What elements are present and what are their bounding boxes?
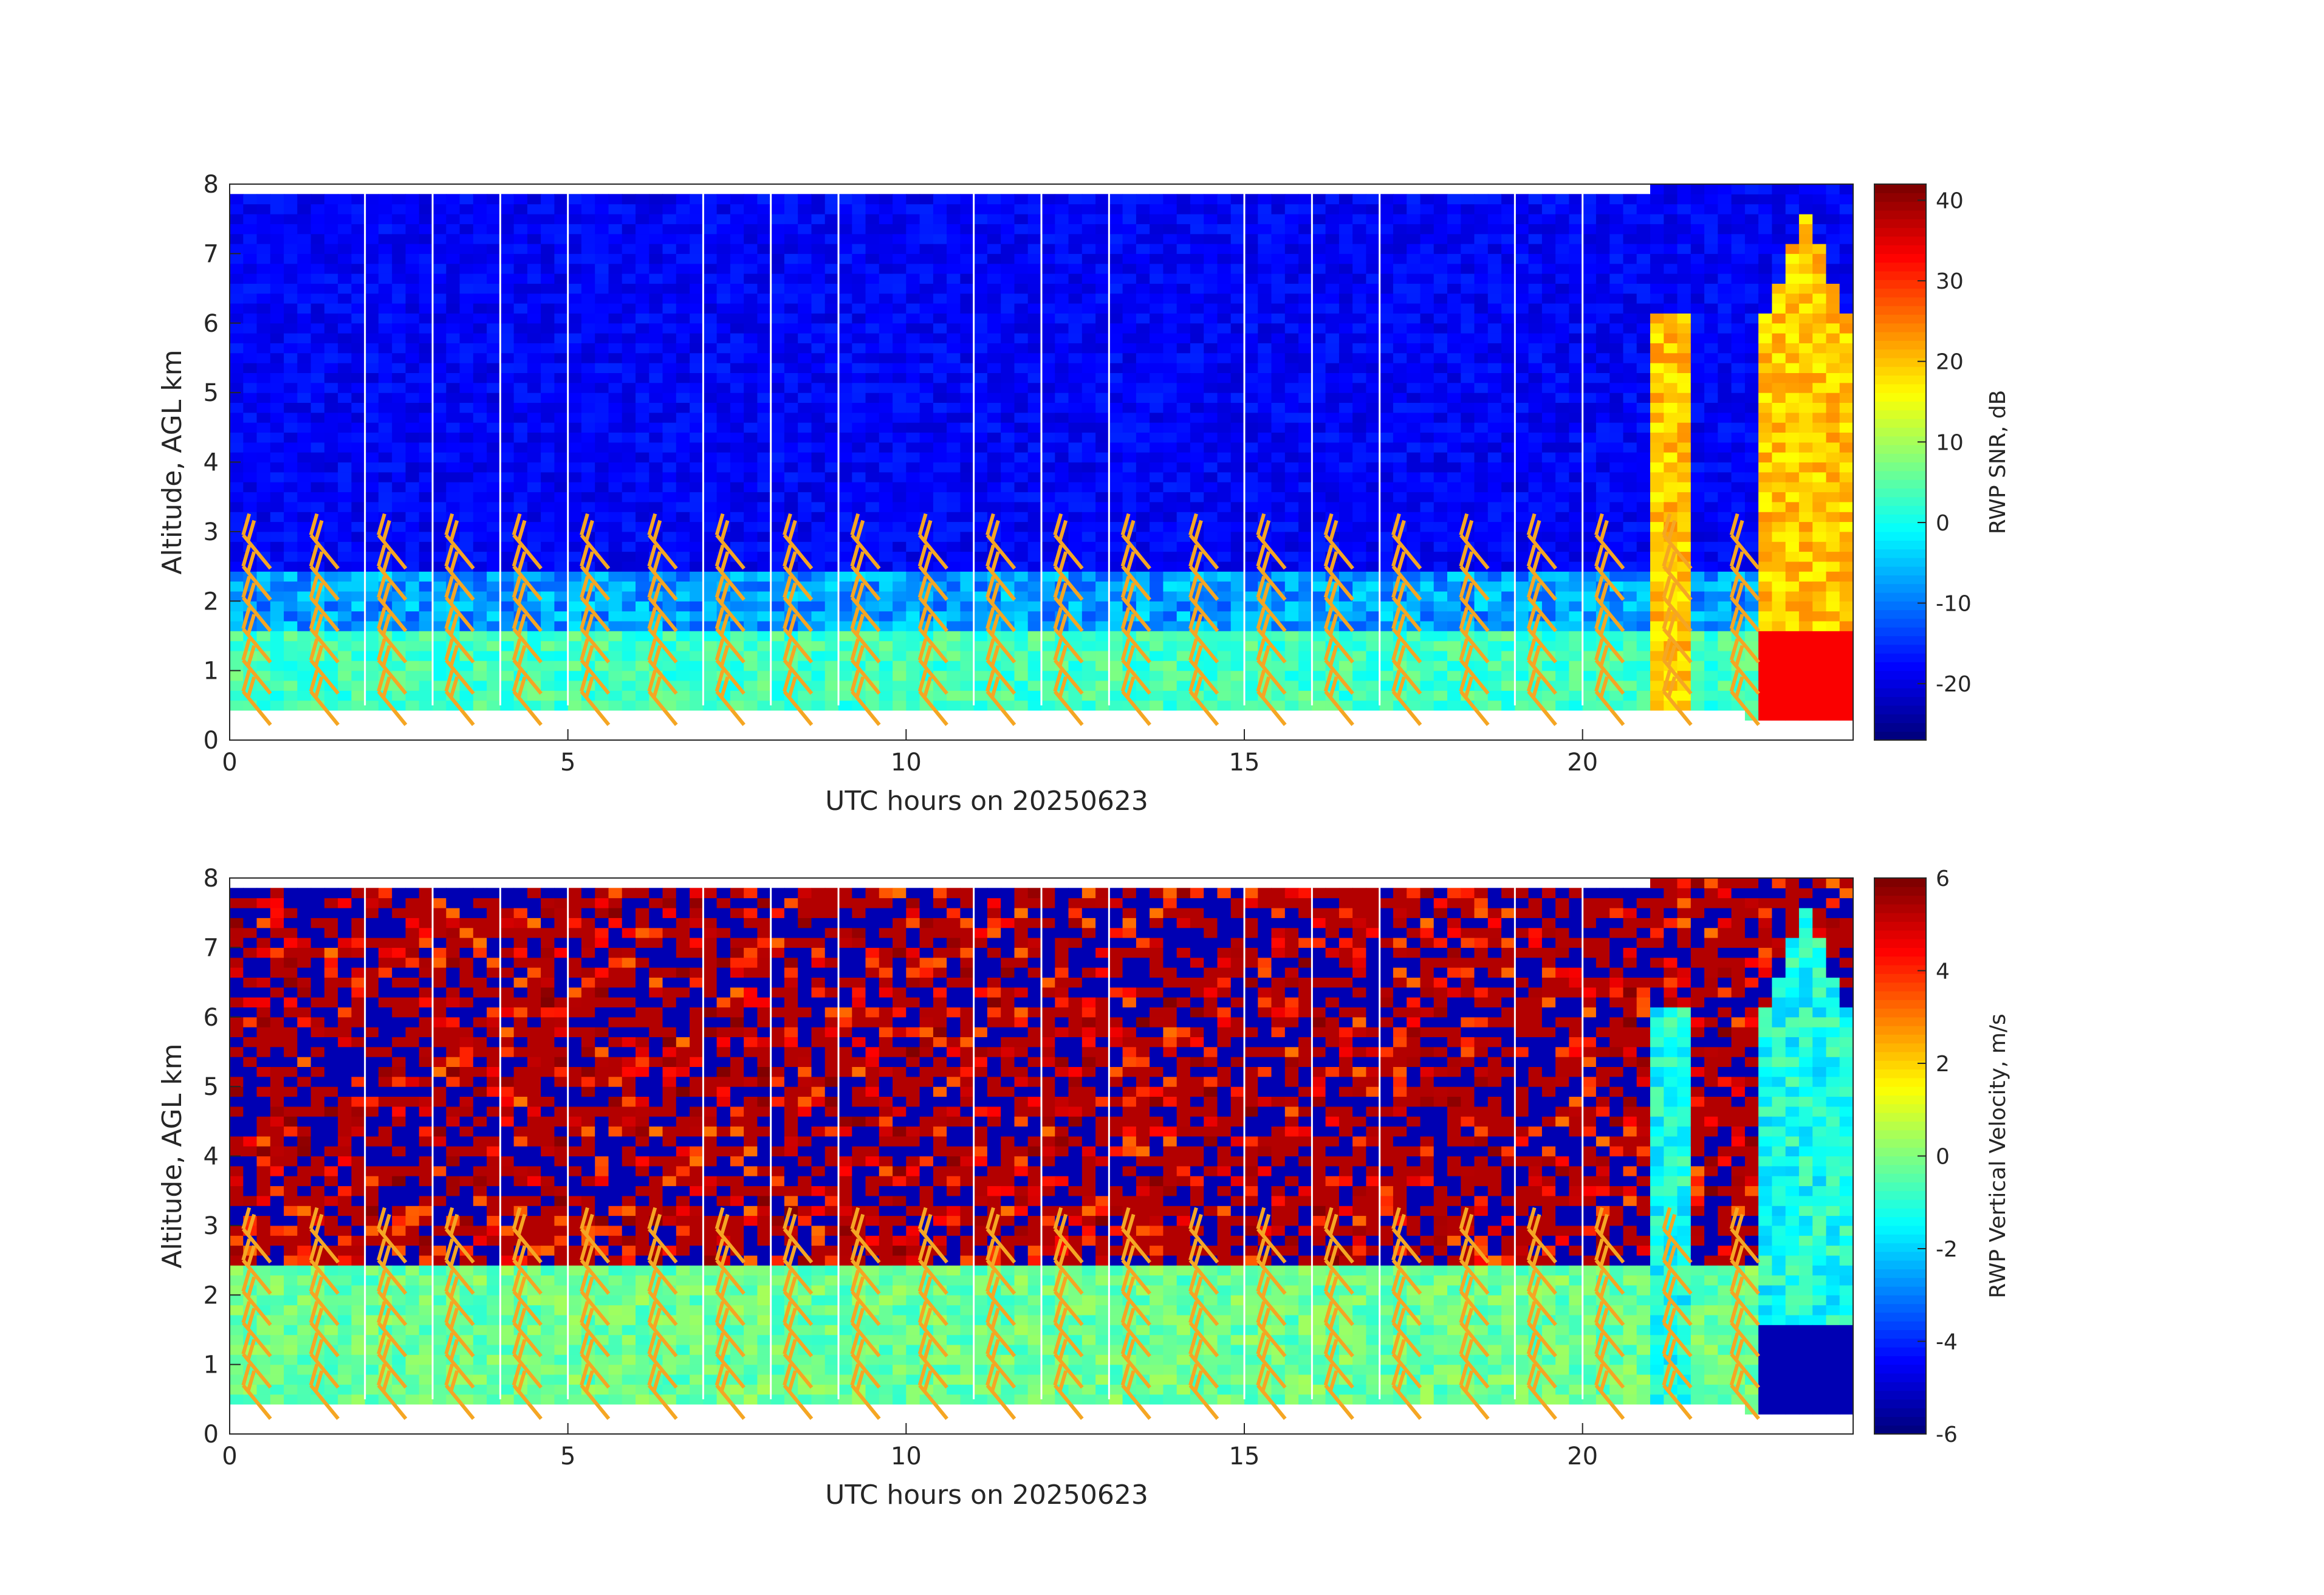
y-axis-title: Altitude, AGL km [157, 349, 188, 574]
wind-barb [1323, 1207, 1354, 1420]
wind-barb [1594, 1207, 1625, 1420]
wind-barb [985, 513, 1016, 726]
wind-barb [647, 1207, 678, 1420]
colorbar-tick-label: 10 [1936, 430, 1964, 455]
x-tick-label: 10 [891, 749, 922, 777]
wind-barb [1729, 1207, 1760, 1420]
wind-barb [309, 1207, 340, 1420]
wind-barb [1323, 513, 1354, 726]
wind-barb [917, 513, 948, 726]
x-tick-label: 20 [1567, 749, 1598, 777]
y-tick-label: 8 [204, 865, 219, 893]
wind-barb [1188, 513, 1219, 726]
wind-barb [1256, 513, 1287, 726]
snr-panel: 0 5 10 15 20 0 1 2 3 4 5 6 7 8 UTC hours on 20250623 Al… [157, 171, 2010, 817]
y-tick-label: 6 [204, 310, 219, 338]
colorbar-tick-label: -6 [1936, 1422, 1958, 1447]
wind-barb [1662, 513, 1693, 726]
colorbar: -6 -4 -2 0 2 4 6 RWP Vertical Velocity, m/s [1874, 866, 2010, 1447]
wind-barb [444, 1207, 475, 1420]
wind-barb [512, 1207, 543, 1420]
wind-barb [309, 513, 340, 726]
wind-barb [1662, 1207, 1693, 1420]
colorbar-frame [1874, 184, 1927, 741]
colorbar-title: RWP Vertical Velocity, m/s [1986, 1014, 2010, 1298]
y-tick-label: 6 [204, 1004, 219, 1032]
wind-barb [1459, 513, 1490, 726]
wind-barb [1459, 1207, 1490, 1420]
wind-barb [377, 513, 408, 726]
wind-barb [512, 513, 543, 726]
wind-barb [241, 513, 272, 726]
y-tick-label: 4 [204, 449, 219, 477]
x-axis-title: UTC hours on 20250623 [825, 1480, 1148, 1511]
wind-barb [1053, 1207, 1084, 1420]
wind-barb [985, 1207, 1016, 1420]
colorbar-tick-label: 0 [1936, 511, 1950, 536]
wind-barb [1120, 513, 1151, 726]
wind-barb [647, 513, 678, 726]
y-tick-label: 5 [204, 1073, 219, 1101]
wind-barb [241, 1207, 272, 1420]
y-tick-label: 3 [204, 1212, 219, 1240]
wind-barb [917, 1207, 948, 1420]
wind-barb [1053, 513, 1084, 726]
wind-barb [1391, 513, 1422, 726]
colorbar-tick-label: -4 [1936, 1330, 1958, 1355]
colorbar-tick-label: 40 [1936, 189, 1964, 214]
x-tick-label: 5 [560, 1442, 575, 1470]
x-tick-label: 15 [1229, 749, 1260, 777]
wind-barb [1391, 1207, 1422, 1420]
wind-barb [1188, 1207, 1219, 1420]
wind-barb [783, 513, 814, 726]
wind-barb [783, 1207, 814, 1420]
colorbar-tick-label: 6 [1936, 866, 1950, 891]
y-tick-label: 1 [204, 657, 219, 685]
colorbar-tick-label: 4 [1936, 959, 1950, 984]
wind-barb [580, 513, 611, 726]
wind-barb [850, 513, 881, 726]
y-tick-label: 7 [204, 934, 219, 962]
y-tick-label: 2 [204, 1281, 219, 1309]
colorbar: -20 -10 0 10 20 30 40 RWP SNR, dB [1874, 184, 2010, 741]
colorbar-tick-label: 0 [1936, 1145, 1950, 1170]
y-tick-label: 5 [204, 379, 219, 407]
colorbar-tick-label: 30 [1936, 269, 1964, 294]
colorbar-tick-label: 20 [1936, 350, 1964, 375]
y-tick-label: 0 [204, 727, 219, 755]
y-tick-label: 0 [204, 1421, 219, 1449]
colorbar-tick-label: -10 [1936, 592, 1972, 617]
wind-barb [850, 1207, 881, 1420]
y-tick-label: 2 [204, 588, 219, 616]
wind-barb [1526, 513, 1557, 726]
wind-barb [1256, 1207, 1287, 1420]
x-tick-label: 5 [560, 749, 575, 777]
colorbar-title: RWP SNR, dB [1986, 390, 2010, 535]
y-axis-title: Altitude, AGL km [157, 1043, 188, 1268]
wind-barb [715, 513, 746, 726]
x-tick-label: 15 [1229, 1442, 1260, 1470]
x-tick-label: 0 [222, 1442, 237, 1470]
y-tick-label: 3 [204, 518, 219, 546]
wind-barb [1120, 1207, 1151, 1420]
colorbar-tick-label: -20 [1936, 672, 1972, 697]
wind-barb [377, 1207, 408, 1420]
wind-barb [1594, 513, 1625, 726]
y-tick-label: 4 [204, 1143, 219, 1171]
wind-barb [1526, 1207, 1557, 1420]
y-tick-label: 8 [204, 171, 219, 199]
wind-barb [444, 513, 475, 726]
wind-barb [580, 1207, 611, 1420]
colorbar-tick-label: 2 [1936, 1052, 1950, 1077]
y-tick-label: 7 [204, 240, 219, 268]
colorbar-tick-label: -2 [1936, 1237, 1958, 1262]
x-tick-label: 0 [222, 749, 237, 777]
x-tick-label: 10 [891, 1442, 922, 1470]
wind-barb [1729, 513, 1760, 726]
y-tick-label: 1 [204, 1351, 219, 1379]
x-tick-label: 20 [1567, 1442, 1598, 1470]
x-axis-title: UTC hours on 20250623 [825, 786, 1148, 817]
wind-barb [715, 1207, 746, 1420]
